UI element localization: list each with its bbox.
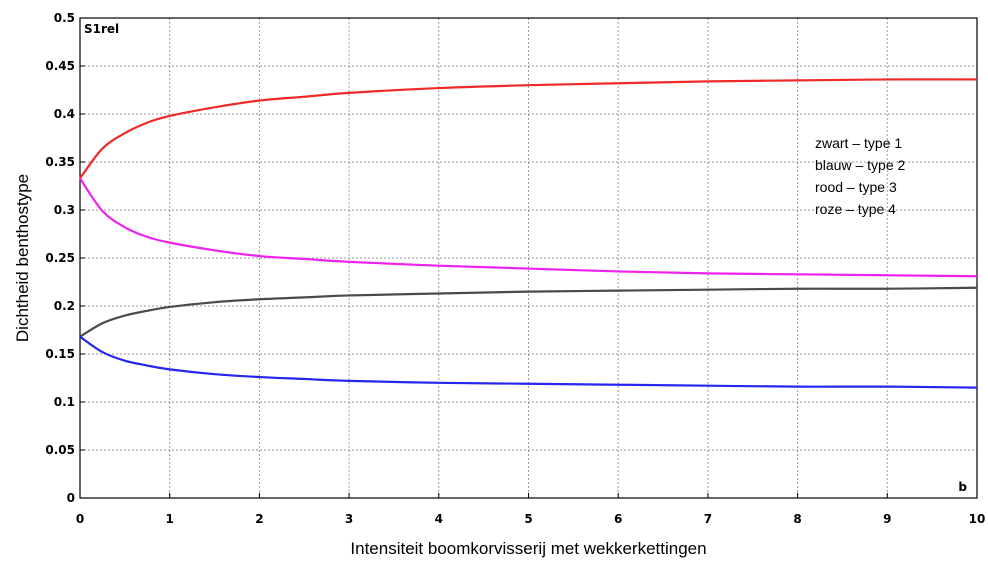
series-line-type-2 [79, 335, 978, 389]
panel-label: S1rel [84, 22, 119, 36]
y-tick-label: 0.5 [54, 11, 75, 25]
series-layer [79, 78, 978, 389]
x-tick-label: 0 [76, 512, 84, 526]
grid-lines [80, 18, 977, 498]
legend-entry: roze – type 4 [815, 201, 896, 217]
legend: zwart – type 1 blauw – type 2 rood – type … [815, 135, 905, 217]
x-axis-label: Intensiteit boomkorvisserij met wekkerke… [350, 539, 706, 558]
x-tick-label: 7 [704, 512, 712, 526]
y-tick-label: 0.05 [45, 443, 75, 457]
y-tick-label: 0.3 [54, 203, 75, 217]
legend-entry: zwart – type 1 [815, 135, 902, 151]
x-tick-label: 8 [793, 512, 801, 526]
y-tick-label: 0.35 [45, 155, 75, 169]
x-tick-label: 10 [969, 512, 986, 526]
x-end-label: b [958, 480, 967, 494]
y-tick-label: 0 [67, 491, 75, 505]
y-axis-ticks: 0 0.05 0.1 0.15 0.2 0.25 0.3 0.35 0.4 0.45 0.5 [45, 11, 85, 505]
legend-entry: rood – type 3 [815, 179, 897, 195]
x-axis-ticks: 0 1 2 3 4 5 6 7 8 9 10 [76, 493, 986, 526]
x-tick-label: 9 [883, 512, 891, 526]
y-tick-label: 0.15 [45, 347, 75, 361]
series-line-type-3 [79, 78, 978, 179]
x-tick-label: 1 [166, 512, 174, 526]
series-line-type-1 [79, 286, 978, 338]
y-tick-label: 0.45 [45, 59, 75, 73]
x-tick-label: 6 [614, 512, 622, 526]
x-tick-label: 5 [524, 512, 532, 526]
series-line-type-4 [79, 177, 978, 278]
x-tick-label: 4 [435, 512, 443, 526]
legend-entry: blauw – type 2 [815, 157, 905, 173]
y-tick-label: 0.4 [54, 107, 75, 121]
y-axis-label: Dichtheid benthostype [13, 174, 32, 342]
y-tick-label: 0.2 [54, 299, 75, 313]
x-tick-label: 3 [345, 512, 353, 526]
y-tick-label: 0.1 [54, 395, 75, 409]
x-tick-label: 2 [255, 512, 263, 526]
y-tick-label: 0.25 [45, 251, 75, 265]
